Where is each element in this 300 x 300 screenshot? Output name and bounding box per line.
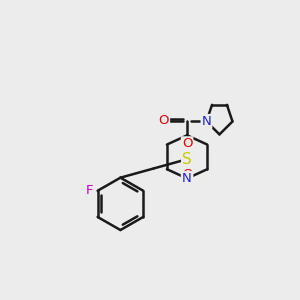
Text: S: S [182, 152, 192, 167]
Text: N: N [202, 115, 211, 128]
Text: O: O [182, 168, 192, 181]
Text: N: N [182, 172, 192, 185]
Text: F: F [86, 184, 94, 197]
Text: O: O [159, 114, 169, 127]
Text: O: O [182, 137, 192, 150]
